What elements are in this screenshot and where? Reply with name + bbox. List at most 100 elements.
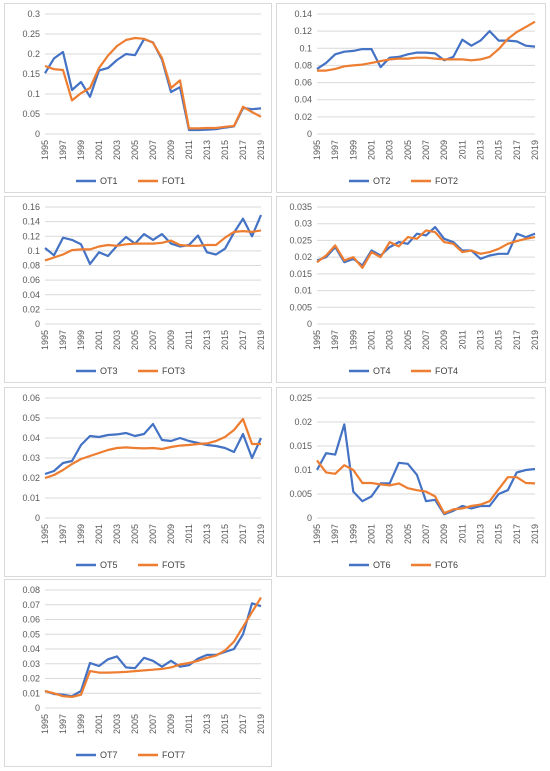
x-tick-label: 2003 xyxy=(112,714,122,734)
y-tick-label: 0.06 xyxy=(22,393,40,403)
x-tick-label: 2019 xyxy=(256,140,266,160)
series-line-ot4 xyxy=(316,226,536,267)
x-tick-label: 2013 xyxy=(476,524,486,544)
x-tick-label: 2003 xyxy=(385,524,395,544)
x-tick-label: 2015 xyxy=(220,524,230,544)
y-tick-label: 0.01 xyxy=(294,465,312,475)
chart-6-svg: 0 0.005 0.01 0.015 0.02 0.025 1995 1997 1999 2001… xyxy=(289,393,540,570)
x-tick-label: 2019 xyxy=(256,524,266,544)
series-line-fot6 xyxy=(316,459,536,515)
chart-panel-7: 0 0.01 0.02 0.03 0.04 0.05 0.06 0.07 0.08 1995 199… xyxy=(4,579,272,767)
x-tick-label: 2015 xyxy=(220,140,230,160)
x-tick-label: 1999 xyxy=(76,330,86,350)
y-tick-label: 0.015 xyxy=(289,441,312,451)
y-tick-label: 0.16 xyxy=(22,202,40,212)
x-tick-label: 2003 xyxy=(385,330,395,350)
y-tick-label: 0.14 xyxy=(294,9,312,19)
x-tick-label: 2003 xyxy=(112,330,122,350)
y-tick-label: 0.02 xyxy=(22,674,40,684)
legend-label-fot6: FOT6 xyxy=(435,560,458,570)
legend-label-ot3: OT3 xyxy=(100,366,118,376)
x-tick-label: 2005 xyxy=(130,714,140,734)
x-tick-label: 2001 xyxy=(94,524,104,544)
x-tick-label: 2003 xyxy=(112,524,122,544)
x-tick-label: 2015 xyxy=(220,330,230,350)
y-tick-label: 0 xyxy=(307,513,312,523)
y-tick-label: 0.15 xyxy=(22,69,40,79)
x-tick-label: 1995 xyxy=(312,524,322,544)
legend-label-fot1: FOT1 xyxy=(162,176,185,186)
x-tick-label: 1999 xyxy=(348,524,358,544)
y-tick-label: 0.3 xyxy=(27,9,40,19)
series-line-fot2 xyxy=(317,20,536,72)
x-tick-label: 2003 xyxy=(385,140,395,160)
x-tick-label: 2001 xyxy=(367,524,377,544)
y-tick-label: 0.1 xyxy=(299,43,312,53)
x-tick-label: 2015 xyxy=(494,330,504,350)
y-tick-label: 0.07 xyxy=(22,600,40,610)
x-tick-label: 2007 xyxy=(148,140,158,160)
chart-panel-2: 0 0.02 0.04 0.06 0.08 0.1 0.12 0.14 1995 1997 1999… xyxy=(276,3,546,193)
x-tick-label: 1997 xyxy=(58,524,68,544)
y-tick-label: 0.2 xyxy=(27,49,40,59)
y-tick-label: 0.12 xyxy=(294,26,312,36)
y-tick-label: 0 xyxy=(35,513,40,523)
x-tick-label: 2009 xyxy=(439,140,449,160)
x-tick-label: 2003 xyxy=(112,140,122,160)
series-line-fot1 xyxy=(44,36,262,130)
x-tick-label: 1995 xyxy=(40,330,50,350)
x-tick-label: 2007 xyxy=(148,524,158,544)
x-tick-label: 2005 xyxy=(403,524,413,544)
x-tick-label: 1999 xyxy=(76,714,86,734)
x-tick-label: 2011 xyxy=(184,140,194,159)
x-tick-label: 2005 xyxy=(130,524,140,544)
y-tick-label: 0.06 xyxy=(294,78,312,88)
chart-panel-5: 0 0.01 0.02 0.03 0.04 0.05 0.06 1995 1997 1999 200… xyxy=(4,387,272,577)
x-tick-label: 1997 xyxy=(330,140,340,160)
y-tick-label: 0.03 xyxy=(22,659,40,669)
x-tick-label: 1997 xyxy=(330,330,340,350)
y-tick-label: 0.06 xyxy=(22,275,40,285)
x-tick-label: 2001 xyxy=(367,140,377,160)
legend-label-fot2: FOT2 xyxy=(435,176,458,186)
x-tick-label: 2001 xyxy=(94,714,104,734)
legend-label-fot3: FOT3 xyxy=(162,366,185,376)
x-tick-label: 2011 xyxy=(184,714,194,733)
x-tick-label: 2001 xyxy=(94,330,104,350)
y-tick-label: 0.02 xyxy=(294,417,312,427)
y-tick-label: 0 xyxy=(35,703,40,713)
x-tick-label: 2011 xyxy=(457,524,467,543)
x-tick-label: 2011 xyxy=(457,140,467,159)
x-tick-label: 1995 xyxy=(312,140,322,160)
series-line-fot5 xyxy=(44,417,261,480)
y-tick-label: 0.1 xyxy=(27,89,40,99)
series-line-fot4 xyxy=(316,229,536,269)
x-tick-label: 2001 xyxy=(94,140,104,160)
y-tick-label: 0.015 xyxy=(289,269,312,279)
chart-5-svg: 0 0.01 0.02 0.03 0.04 0.05 0.06 1995 1997 1999 200… xyxy=(22,393,266,570)
y-tick-label: 0 xyxy=(307,319,312,329)
y-tick-label: 0.08 xyxy=(22,585,40,595)
y-tick-label: 0 xyxy=(35,129,40,139)
y-tick-label: 0.05 xyxy=(22,109,40,119)
y-tick-label: 0.08 xyxy=(294,60,312,70)
legend-label-ot7: OT7 xyxy=(100,750,118,760)
y-tick-label: 0.04 xyxy=(22,433,40,443)
series-line-ot1 xyxy=(44,38,262,132)
x-tick-label: 2007 xyxy=(421,524,431,544)
x-tick-label: 2017 xyxy=(512,330,522,350)
chart-panel-1: 0 0.05 0.1 0.15 0.2 0.25 0.3 1995 1997 1999 2001 20… xyxy=(4,3,272,193)
y-tick-label: 0.025 xyxy=(289,393,312,403)
x-tick-label: 2013 xyxy=(476,140,486,160)
y-tick-label: 0.05 xyxy=(22,629,40,639)
chart-2-svg: 0 0.02 0.04 0.06 0.08 0.1 0.12 0.14 1995 1997 1999… xyxy=(294,9,540,186)
x-tick-label: 1999 xyxy=(76,140,86,160)
y-tick-label: 0.025 xyxy=(289,235,312,245)
x-tick-label: 1995 xyxy=(40,714,50,734)
x-tick-label: 1995 xyxy=(40,140,50,160)
y-tick-label: 0.01 xyxy=(22,688,40,698)
chart-1-svg: 0 0.05 0.1 0.15 0.2 0.25 0.3 1995 1997 1999 2001 20… xyxy=(22,9,266,186)
x-tick-label: 2009 xyxy=(439,330,449,350)
x-tick-label: 2017 xyxy=(238,524,248,544)
chart-panel-4: 0 0.005 0.01 0.015 0.02 0.025 0.03 0.035 1995 199… xyxy=(276,196,546,383)
